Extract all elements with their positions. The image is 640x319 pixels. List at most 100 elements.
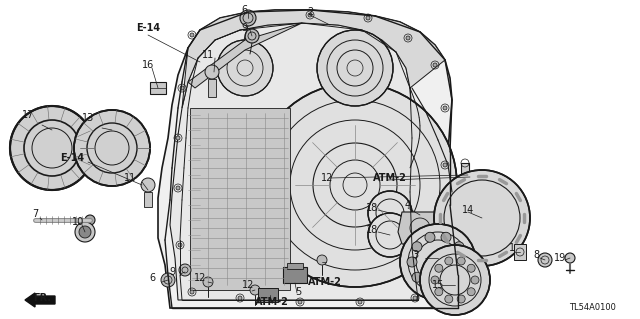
Text: 12: 12 <box>242 280 254 290</box>
Text: 16: 16 <box>142 60 154 70</box>
Text: 11: 11 <box>202 50 214 60</box>
Circle shape <box>450 268 454 272</box>
Circle shape <box>176 186 180 190</box>
Circle shape <box>446 218 450 222</box>
Circle shape <box>412 272 422 282</box>
Circle shape <box>75 222 95 242</box>
Text: E-14: E-14 <box>136 23 160 33</box>
Bar <box>287 263 303 269</box>
Circle shape <box>298 300 302 304</box>
Circle shape <box>538 253 552 267</box>
Text: 11: 11 <box>124 173 136 183</box>
Circle shape <box>443 163 447 167</box>
Bar <box>283 267 307 283</box>
Circle shape <box>441 232 451 242</box>
FancyArrow shape <box>25 293 55 307</box>
Bar <box>190 108 290 290</box>
Circle shape <box>441 282 451 292</box>
Circle shape <box>467 288 475 296</box>
Circle shape <box>407 257 417 267</box>
Circle shape <box>412 242 422 252</box>
Polygon shape <box>170 23 418 300</box>
Circle shape <box>457 257 465 265</box>
Text: FR.: FR. <box>33 293 51 303</box>
Circle shape <box>220 126 264 170</box>
Circle shape <box>434 170 530 266</box>
Circle shape <box>10 106 94 190</box>
Text: 18: 18 <box>366 203 378 213</box>
Bar <box>461 163 469 187</box>
Text: E-14: E-14 <box>60 153 84 163</box>
Text: TL54A0100: TL54A0100 <box>568 303 616 313</box>
Bar <box>514 244 526 260</box>
Text: 15: 15 <box>432 280 444 290</box>
Polygon shape <box>398 212 442 244</box>
Text: 4: 4 <box>405 200 411 210</box>
Bar <box>150 82 166 94</box>
Circle shape <box>253 83 457 287</box>
Bar <box>144 192 152 207</box>
Text: 9: 9 <box>169 267 175 277</box>
Circle shape <box>471 276 479 284</box>
Circle shape <box>79 226 91 238</box>
Polygon shape <box>158 10 460 308</box>
Text: 7: 7 <box>32 209 38 219</box>
Circle shape <box>565 253 575 263</box>
Text: 6: 6 <box>241 5 247 15</box>
Text: 17: 17 <box>22 110 34 120</box>
Circle shape <box>425 282 435 292</box>
Text: 8: 8 <box>533 250 539 260</box>
Circle shape <box>457 295 465 303</box>
Text: 12: 12 <box>194 273 206 283</box>
Circle shape <box>467 264 475 272</box>
Text: 2: 2 <box>307 7 313 17</box>
Circle shape <box>217 40 273 96</box>
Circle shape <box>445 295 453 303</box>
Text: 5: 5 <box>295 287 301 297</box>
Polygon shape <box>188 23 302 88</box>
Circle shape <box>240 10 256 26</box>
Text: 14: 14 <box>462 205 474 215</box>
Circle shape <box>205 65 219 79</box>
Text: 6: 6 <box>149 273 155 283</box>
Circle shape <box>368 213 412 257</box>
Circle shape <box>413 296 417 300</box>
Text: 12: 12 <box>321 173 333 183</box>
Circle shape <box>433 63 437 67</box>
Circle shape <box>445 257 453 265</box>
Text: 1: 1 <box>509 243 515 253</box>
Circle shape <box>366 16 370 20</box>
Circle shape <box>435 288 443 296</box>
Circle shape <box>317 30 393 106</box>
Text: 3: 3 <box>412 250 418 260</box>
Circle shape <box>190 290 194 294</box>
Circle shape <box>454 272 464 282</box>
Text: 10: 10 <box>72 217 84 227</box>
Circle shape <box>203 277 213 287</box>
Circle shape <box>85 215 95 225</box>
Text: ATM-2: ATM-2 <box>308 277 342 287</box>
Circle shape <box>425 232 435 242</box>
Bar <box>208 79 216 97</box>
Circle shape <box>179 264 191 276</box>
Text: ATM-2: ATM-2 <box>373 173 407 183</box>
Circle shape <box>176 136 180 140</box>
Circle shape <box>74 110 150 186</box>
Circle shape <box>222 210 262 250</box>
Circle shape <box>250 285 260 295</box>
Circle shape <box>420 245 490 315</box>
Circle shape <box>368 191 412 235</box>
Circle shape <box>400 224 476 300</box>
Circle shape <box>161 273 175 287</box>
Text: 18: 18 <box>366 225 378 235</box>
Text: 13: 13 <box>82 113 94 123</box>
Circle shape <box>238 296 242 300</box>
Circle shape <box>317 255 327 265</box>
Text: 9: 9 <box>241 23 247 33</box>
Circle shape <box>459 257 469 267</box>
Polygon shape <box>182 10 445 108</box>
Circle shape <box>454 242 464 252</box>
Circle shape <box>431 276 439 284</box>
Circle shape <box>246 16 250 20</box>
Text: 19: 19 <box>554 253 566 263</box>
